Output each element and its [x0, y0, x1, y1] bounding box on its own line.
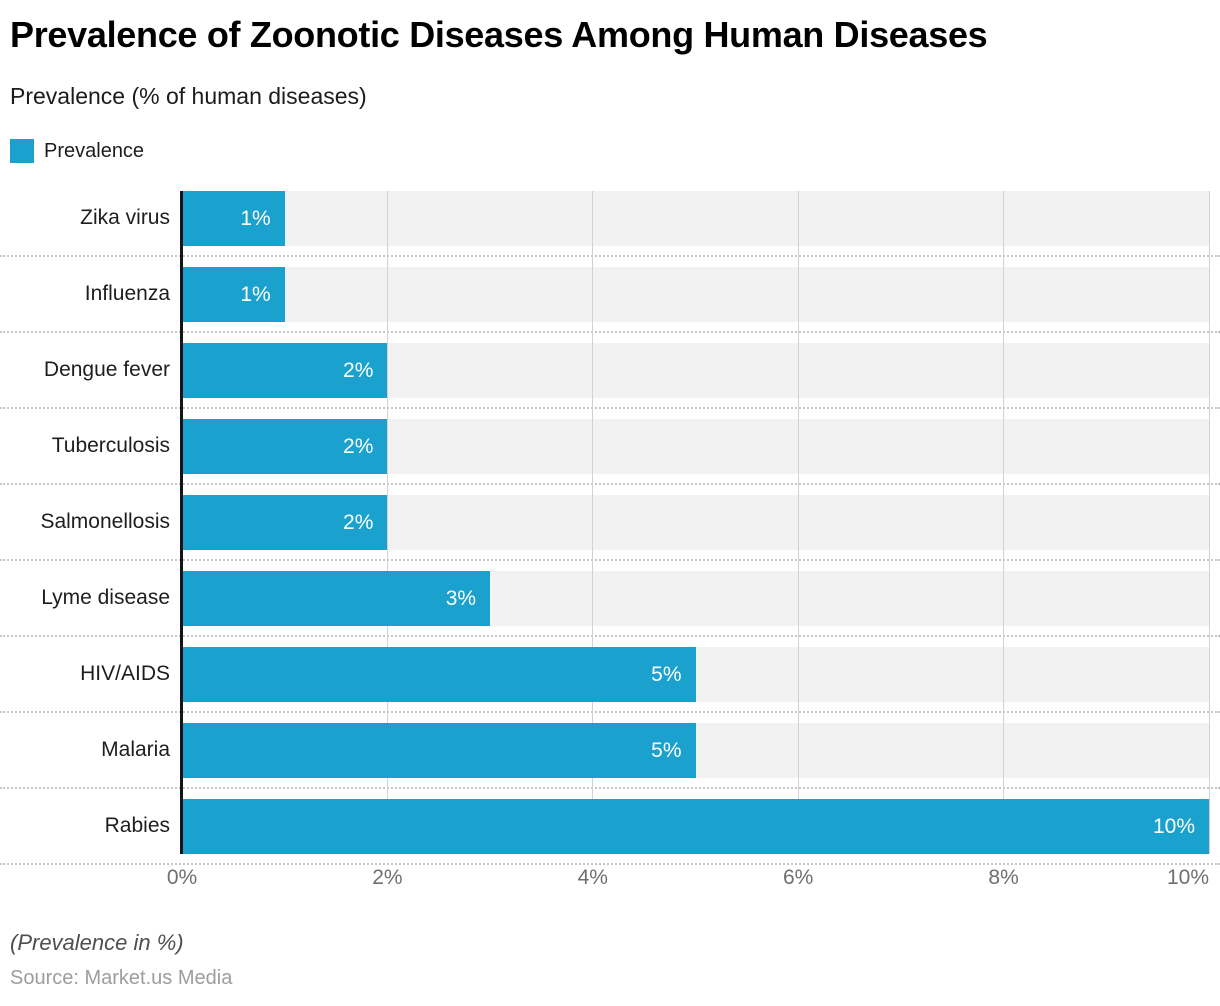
bar-chart-plot-area: Zika virus 1% Influenza 1% Dengue fever 2% Tub… [0, 181, 1220, 865]
row-plot: 1% [182, 191, 1209, 246]
chart-row: Dengue fever 2% [0, 333, 1220, 409]
category-label: Influenza [84, 282, 170, 305]
row-plot: 3% [182, 571, 1209, 626]
category-label: Malaria [101, 738, 170, 761]
bar-value-label: 2% [343, 358, 374, 382]
bar: 10% [182, 799, 1209, 854]
bar-track [182, 191, 1209, 246]
row-plot: 5% [182, 647, 1209, 702]
category-label: Lyme disease [41, 586, 170, 609]
legend-label: Prevalence [44, 139, 145, 162]
bar-value-label: 10% [1152, 814, 1195, 838]
bar: 2% [182, 343, 388, 398]
bar: 2% [182, 495, 388, 550]
x-tick-label: 8% [988, 866, 1019, 889]
chart-row: Zika virus 1% [0, 181, 1220, 257]
x-tick-label: 4% [577, 866, 608, 889]
legend: Prevalence [10, 139, 144, 163]
chart-note: (Prevalence in %) [10, 930, 184, 955]
bar-value-label: 1% [240, 206, 271, 230]
bar-value-label: 3% [445, 586, 477, 610]
category-label: Rabies [104, 814, 170, 837]
x-tick-label: 6% [783, 866, 814, 889]
chart-row: HIV/AIDS 5% [0, 637, 1220, 713]
bar-value-label: 1% [240, 282, 271, 306]
x-tick-label: 0% [166, 866, 198, 889]
row-plot: 2% [182, 495, 1209, 550]
category-label: Tuberculosis [51, 434, 170, 457]
bar-value-label: 5% [651, 662, 682, 686]
chart-title: Prevalence of Zoonotic Diseases Among Hu… [10, 14, 988, 55]
legend-swatch-icon [10, 139, 34, 163]
bar: 2% [182, 419, 388, 474]
chart-subtitle: Prevalence (% of human diseases) [10, 83, 367, 109]
row-plot: 5% [182, 723, 1209, 778]
x-tick-label: 10% [1166, 866, 1209, 889]
category-label: HIV/AIDS [80, 662, 170, 685]
chart-row: Malaria 5% [0, 713, 1220, 789]
bar: 3% [182, 571, 491, 626]
row-plot: 1% [182, 267, 1209, 322]
chart-row: Tuberculosis 2% [0, 409, 1220, 485]
category-label: Zika virus [80, 206, 170, 229]
x-tick-label: 2% [372, 866, 403, 889]
row-plot: 10% [182, 799, 1209, 854]
y-axis-line [180, 191, 183, 854]
bar-value-label: 2% [343, 434, 374, 458]
bar: 5% [182, 647, 696, 702]
row-plot: 2% [182, 419, 1209, 474]
chart-source: Source: Market.us Media [10, 967, 233, 989]
category-label: Dengue fever [43, 358, 170, 381]
bar-value-label: 2% [343, 510, 374, 534]
chart-row: Salmonellosis 2% [0, 485, 1220, 561]
x-axis-tick-labels: 0% 2% 4% 6% 8% 10% [167, 862, 1209, 902]
row-plot: 2% [182, 343, 1209, 398]
bar: 1% [182, 267, 285, 322]
chart-row: Influenza 1% [0, 257, 1220, 333]
bar: 5% [182, 723, 696, 778]
bar: 1% [182, 191, 285, 246]
bar-value-label: 5% [651, 738, 682, 762]
chart-row: Rabies 10% [0, 789, 1220, 865]
chart-row: Lyme disease 3% [0, 561, 1220, 637]
bar-track [182, 267, 1209, 322]
category-label: Salmonellosis [40, 510, 170, 533]
